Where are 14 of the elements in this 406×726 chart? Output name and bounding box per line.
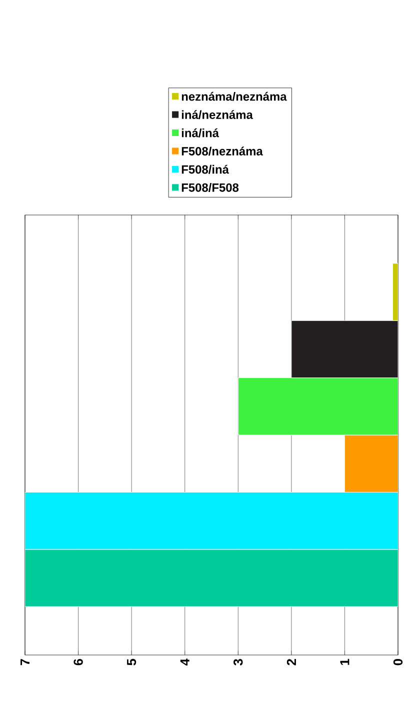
x-tick-label: 2 — [286, 659, 296, 666]
legend-label: F508/iná — [182, 164, 229, 174]
x-tick-label: 4 — [180, 658, 190, 666]
x-tick-label: 5 — [127, 658, 136, 666]
legend-label: F508/neznáma — [182, 146, 263, 156]
x-tick-label: 3 — [234, 658, 243, 666]
legend-label: iná/neznáma — [182, 110, 253, 120]
x-tick-label: 1 — [340, 658, 350, 665]
legend-label: F508/F508 — [182, 183, 239, 192]
x-tick-label: 7 — [20, 659, 30, 666]
legend-label: iná/iná — [182, 128, 220, 138]
x-tick-label: 6 — [74, 658, 83, 666]
legend-label: neznáma/neznáma — [182, 92, 287, 101]
x-tick-label: 0 — [393, 659, 403, 666]
